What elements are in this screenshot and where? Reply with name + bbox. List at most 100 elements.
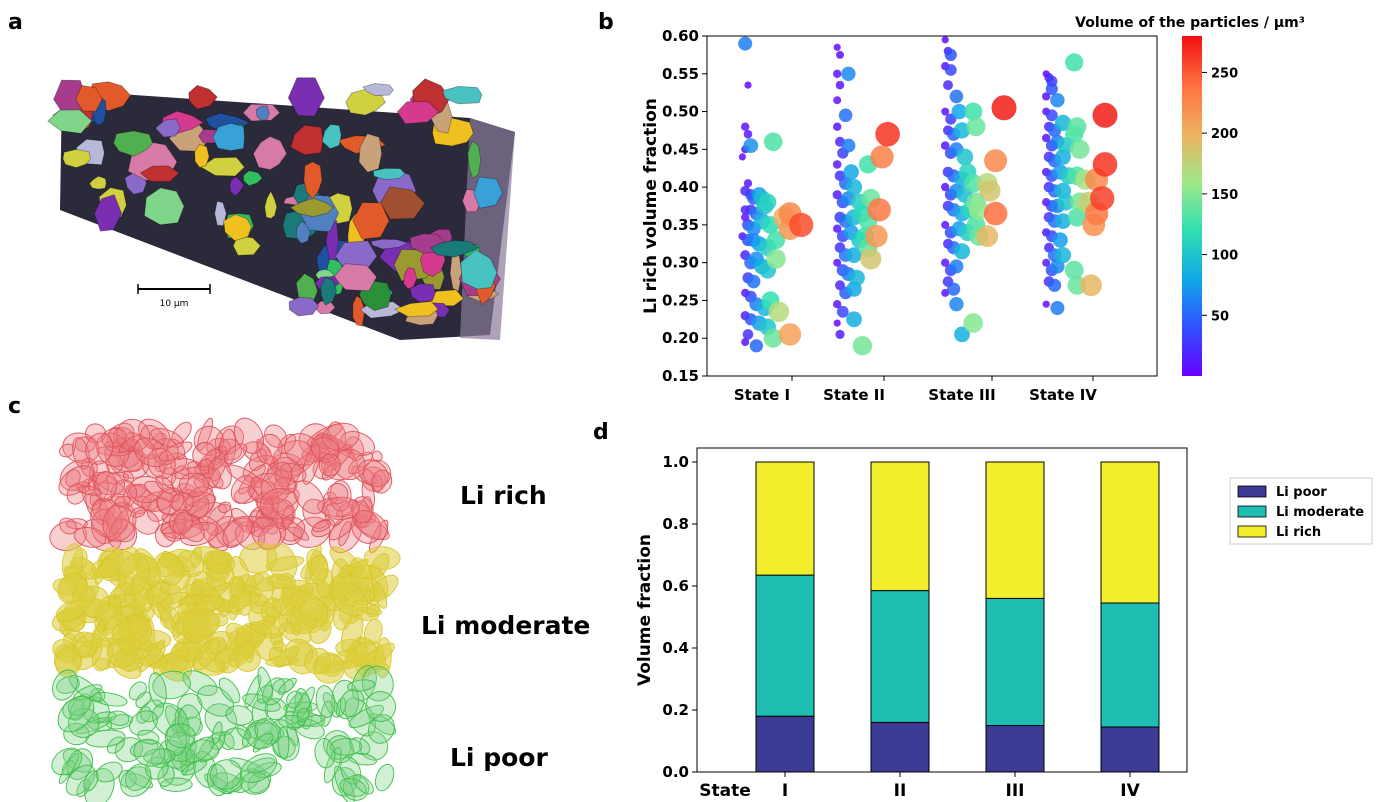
scatter-point (983, 201, 1008, 226)
particle (232, 235, 262, 256)
bar-y-tick-label: 0.0 (662, 763, 689, 781)
scatter-point (865, 224, 888, 248)
scatter-point (976, 225, 999, 248)
particle (467, 140, 482, 179)
particle (321, 123, 342, 150)
scatter-point (941, 107, 950, 116)
scatter-point (944, 64, 957, 76)
scatter-point (941, 220, 950, 229)
scatter-point (1045, 82, 1058, 95)
bar-segment (985, 597, 1045, 727)
scatter-point (744, 81, 752, 89)
scatter-point (738, 153, 747, 161)
colorbar-tick-label: 100 (1211, 249, 1238, 264)
particle (372, 167, 406, 181)
scatter-point (836, 50, 844, 59)
particle (393, 300, 439, 318)
scatter-y-tick-label: 0.45 (662, 140, 699, 158)
scale-bar: 10 µm (137, 284, 211, 309)
bar-stacks (755, 461, 1160, 773)
bar-y-tick-label: 0.2 (662, 701, 689, 719)
scatter-point (768, 301, 790, 323)
scatter-point (1042, 92, 1051, 101)
legend-label: Li moderate (1276, 505, 1364, 520)
scatter-point (941, 258, 950, 267)
bar-y-tick-label: 0.4 (662, 639, 689, 657)
scatter-point (746, 274, 761, 289)
bar-y-tick-label: 1.0 (662, 453, 689, 471)
particle (442, 85, 483, 105)
scatter-point (953, 122, 971, 139)
scatter-point (833, 43, 841, 51)
scatter-point (956, 148, 974, 166)
scatter-point (841, 66, 856, 82)
bar-x-tick-label: I (782, 781, 788, 801)
scatter-point (1055, 213, 1071, 230)
particle (188, 84, 218, 110)
bar-x-tick-label: IV (1120, 781, 1140, 801)
particle (214, 200, 227, 227)
scatter-y-tick-label: 0.25 (662, 291, 699, 309)
scatter-point (1065, 53, 1084, 72)
scatter-point (738, 36, 753, 51)
colorbar-tick-label: 250 (1211, 66, 1238, 81)
scatter-points (738, 36, 1118, 356)
particle (194, 143, 210, 169)
scatter-point (1048, 278, 1062, 292)
scatter-point (949, 297, 964, 312)
bar-segment (755, 461, 815, 576)
bar-x-tick-label: III (1006, 781, 1025, 801)
scatter-point (1067, 117, 1087, 137)
scatter-point (838, 108, 853, 123)
particle (460, 249, 498, 290)
scatter-point (741, 338, 750, 346)
bar-x-ticks: I II III IV (782, 772, 1141, 801)
isosurface-slab (49, 417, 393, 554)
scatter-point (766, 249, 786, 269)
scatter-point (943, 80, 953, 91)
scatter-point (860, 248, 882, 270)
scatter-point (836, 305, 849, 318)
legend-swatch (1237, 505, 1267, 518)
particle (264, 190, 278, 219)
scatter-point (1092, 102, 1118, 128)
scatter-point (758, 193, 777, 211)
particle (352, 295, 366, 327)
scatter-point (763, 132, 783, 152)
scatter-point (941, 36, 949, 44)
particle (370, 238, 409, 250)
scatter-point (1045, 109, 1058, 122)
scatter-point (833, 258, 842, 267)
scatter-point (875, 121, 900, 147)
particle (154, 118, 181, 138)
scatter-point (843, 164, 859, 180)
particle (88, 175, 107, 190)
bar-segment (985, 725, 1045, 773)
particle (430, 239, 480, 258)
scatter-point (1054, 247, 1072, 264)
bar-segment (755, 574, 815, 717)
particle (288, 296, 320, 317)
legend-swatch (1237, 525, 1267, 538)
scatter-x-tick-label: State I (734, 386, 790, 404)
particle (212, 122, 245, 152)
panel-letter-a: a (8, 10, 23, 35)
particle (362, 83, 394, 97)
scatter-y-tick-label: 0.40 (662, 178, 699, 196)
scatter-point (832, 160, 842, 169)
particle (93, 194, 123, 232)
scatter-point (833, 224, 842, 233)
scatter-y-tick-label: 0.60 (662, 27, 699, 45)
bar-y-label: Volume fraction (635, 534, 655, 686)
particle (352, 202, 390, 240)
particle (243, 170, 263, 187)
legend-swatch (1237, 485, 1267, 498)
legend-label: Li poor (1276, 485, 1327, 500)
scatter-point (1067, 208, 1087, 227)
particle (287, 77, 325, 117)
scatter-x-tick-label: State III (928, 386, 995, 404)
panel-letter-d: d (593, 420, 609, 445)
bar-x-tick-label: II (894, 781, 907, 801)
